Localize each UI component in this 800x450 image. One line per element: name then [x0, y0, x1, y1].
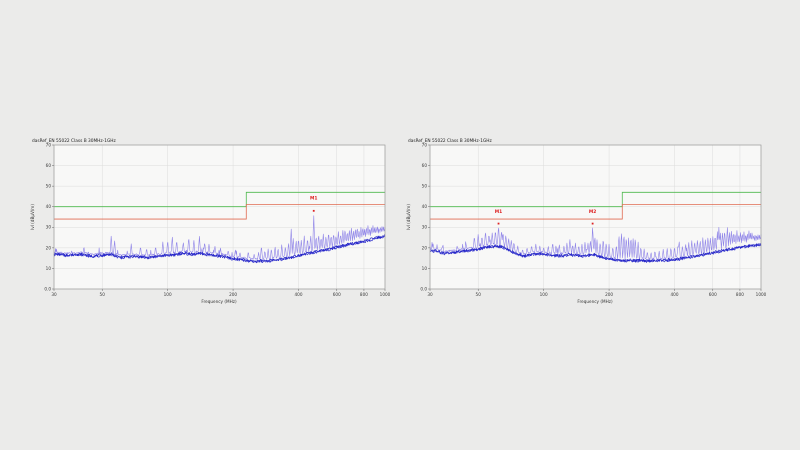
- y-axis-label: lvl (dBµV/m): [30, 204, 35, 230]
- y-tick-label: 0.0: [44, 286, 51, 291]
- peak-trace: [429, 226, 762, 260]
- avg-trace: [429, 243, 762, 263]
- y-tick-label: 60: [46, 163, 52, 168]
- x-tick-label: 1000: [756, 292, 767, 297]
- peak-trace: [53, 215, 386, 260]
- avg-trace-2: [429, 243, 762, 263]
- y-tick-label: 40: [46, 204, 52, 209]
- emc-spectrum-chart-left: 70 60 50 40 30 20 10 0.0 30 50 100 200 400 600 800 1000…: [27, 135, 393, 311]
- x-tick-label: 50: [100, 292, 106, 297]
- x-tick-label: 400: [295, 292, 303, 297]
- y-tick-label: 20: [46, 245, 52, 250]
- y-tick-label: 70: [422, 142, 428, 147]
- x-tick-label: 200: [605, 292, 613, 297]
- y-tick-label: 30: [46, 225, 52, 230]
- y-tick-label: 10: [422, 266, 428, 271]
- x-tick-label: 800: [360, 292, 368, 297]
- marker-point-m1: [312, 209, 315, 212]
- x-tick-label: 100: [540, 292, 548, 297]
- plot-frame: [53, 144, 386, 290]
- emc-spectrum-chart-right: 70 60 50 40 30 20 10 0.0 30 50 100 200 400 600 800 1000…: [403, 135, 769, 311]
- y-tick-label: 0.0: [420, 286, 427, 291]
- x-axis-label: Frequency (MHz): [577, 299, 613, 304]
- x-tick-label: 600: [709, 292, 717, 297]
- class-b-limit: [54, 191, 385, 208]
- chart-title: dasRef_EN 55022 Class B 30MHz-1GHz: [408, 138, 493, 144]
- chart-title: dasRef_EN 55022 Class B 30MHz-1GHz: [32, 138, 117, 144]
- x-tick-label: 1000: [380, 292, 391, 297]
- marker-point-m1: [497, 222, 500, 225]
- plot-area: [54, 145, 385, 289]
- x-tick-label: 100: [164, 292, 172, 297]
- x-tick-label: 400: [671, 292, 679, 297]
- y-axis-label: lvl (dBµV/m): [406, 204, 411, 230]
- y-tick-label: 70: [46, 142, 52, 147]
- x-tick-label: 200: [229, 292, 237, 297]
- marker-point-m2: [591, 222, 594, 225]
- x-tick-label: 800: [736, 292, 744, 297]
- marker-label-m1: M1: [310, 196, 317, 202]
- y-tick-label: 50: [422, 184, 428, 189]
- marker-label-m2: M2: [589, 209, 596, 215]
- x-tick-label: 50: [476, 292, 482, 297]
- x-tick-label: 600: [333, 292, 341, 297]
- plot-area: [430, 145, 761, 289]
- avg-trace: [53, 234, 386, 263]
- y-tick-label: 60: [422, 163, 428, 168]
- y-tick-label: 20: [422, 245, 428, 250]
- class-b-limit: [430, 191, 761, 208]
- y-tick-label: 50: [46, 184, 52, 189]
- x-tick-label: 30: [427, 292, 433, 297]
- x-axis-label: Frequency (MHz): [201, 299, 237, 304]
- y-tick-label: 10: [46, 266, 52, 271]
- marker-label-m1: M1: [495, 209, 502, 215]
- y-tick-label: 30: [422, 225, 428, 230]
- margin-line: [430, 204, 761, 220]
- x-tick-label: 30: [51, 292, 57, 297]
- margin-line: [54, 204, 385, 220]
- avg-trace-2: [53, 235, 386, 264]
- plot-frame: [429, 144, 762, 290]
- y-tick-label: 40: [422, 204, 428, 209]
